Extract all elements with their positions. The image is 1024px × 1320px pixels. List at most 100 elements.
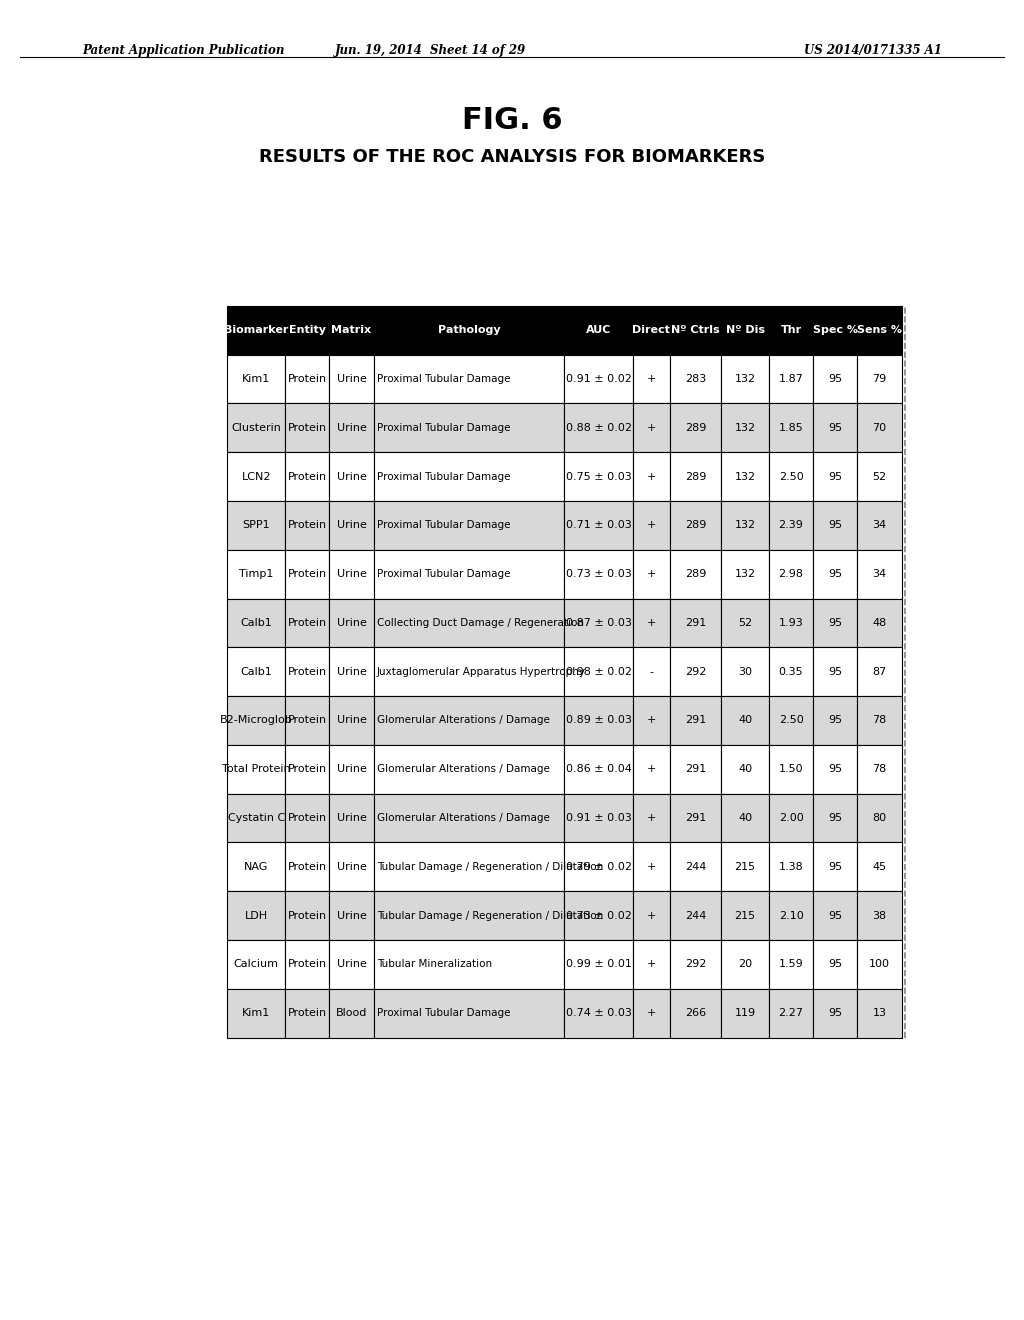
- Text: Timp1: Timp1: [239, 569, 273, 579]
- Bar: [285, 598, 330, 647]
- Text: 95: 95: [828, 471, 843, 482]
- Text: 1.50: 1.50: [778, 764, 804, 775]
- Bar: [564, 355, 633, 404]
- Bar: [721, 549, 769, 598]
- Bar: [330, 549, 374, 598]
- Text: +: +: [647, 813, 656, 824]
- Point: [899, 1030, 911, 1045]
- Text: Sens %: Sens %: [857, 325, 902, 335]
- Text: NAG: NAG: [244, 862, 268, 871]
- Bar: [813, 453, 857, 500]
- Bar: [227, 696, 285, 744]
- Text: 0.91 ± 0.03: 0.91 ± 0.03: [565, 813, 632, 824]
- Bar: [670, 306, 721, 355]
- Bar: [330, 940, 374, 989]
- Text: 30: 30: [738, 667, 752, 677]
- Bar: [374, 453, 564, 500]
- Bar: [769, 793, 813, 842]
- Text: Glomerular Alterations / Damage: Glomerular Alterations / Damage: [377, 715, 550, 726]
- Bar: [633, 842, 670, 891]
- Bar: [813, 891, 857, 940]
- Text: Tubular Damage / Regeneration / Dilatation: Tubular Damage / Regeneration / Dilatati…: [377, 862, 603, 871]
- Bar: [670, 744, 721, 793]
- Text: 1.38: 1.38: [778, 862, 804, 871]
- Text: +: +: [647, 422, 656, 433]
- Text: 87: 87: [872, 667, 887, 677]
- Bar: [721, 647, 769, 696]
- Text: 0.71 ± 0.03: 0.71 ± 0.03: [565, 520, 632, 531]
- Bar: [564, 453, 633, 500]
- Bar: [857, 500, 902, 549]
- Text: 1.93: 1.93: [778, 618, 804, 628]
- Bar: [330, 355, 374, 404]
- Bar: [330, 989, 374, 1038]
- Text: 48: 48: [872, 618, 887, 628]
- Bar: [769, 744, 813, 793]
- Text: +: +: [647, 374, 656, 384]
- Text: Protein: Protein: [288, 667, 327, 677]
- Text: Jun. 19, 2014  Sheet 14 of 29: Jun. 19, 2014 Sheet 14 of 29: [335, 44, 525, 57]
- Bar: [857, 306, 902, 355]
- Text: 2.27: 2.27: [778, 1008, 804, 1018]
- Bar: [721, 500, 769, 549]
- Text: Total Protein: Total Protein: [222, 764, 291, 775]
- Text: 0.73 ± 0.03: 0.73 ± 0.03: [565, 569, 632, 579]
- Bar: [564, 696, 633, 744]
- Bar: [813, 598, 857, 647]
- Text: Glomerular Alterations / Damage: Glomerular Alterations / Damage: [377, 813, 550, 824]
- Bar: [813, 940, 857, 989]
- Bar: [670, 404, 721, 453]
- Text: 0.86 ± 0.04: 0.86 ± 0.04: [565, 764, 632, 775]
- Bar: [330, 744, 374, 793]
- Text: 2.39: 2.39: [778, 520, 804, 531]
- Text: Thr: Thr: [780, 325, 802, 335]
- Text: +: +: [647, 471, 656, 482]
- Bar: [564, 989, 633, 1038]
- Bar: [227, 355, 285, 404]
- Text: +: +: [647, 618, 656, 628]
- Bar: [670, 453, 721, 500]
- Bar: [227, 404, 285, 453]
- Bar: [374, 989, 564, 1038]
- Bar: [670, 696, 721, 744]
- Text: +: +: [647, 911, 656, 920]
- Bar: [769, 404, 813, 453]
- Text: Protein: Protein: [288, 862, 327, 871]
- Bar: [769, 696, 813, 744]
- Text: 0.74 ± 0.03: 0.74 ± 0.03: [565, 1008, 632, 1018]
- Bar: [285, 940, 330, 989]
- Bar: [227, 793, 285, 842]
- Bar: [227, 500, 285, 549]
- Bar: [330, 598, 374, 647]
- Bar: [633, 306, 670, 355]
- Text: Nº Dis: Nº Dis: [726, 325, 765, 335]
- Text: Biomarker: Biomarker: [224, 325, 289, 335]
- Text: 0.79 ± 0.02: 0.79 ± 0.02: [565, 862, 632, 871]
- Bar: [564, 647, 633, 696]
- Bar: [857, 891, 902, 940]
- Bar: [227, 306, 285, 355]
- Bar: [721, 989, 769, 1038]
- Text: Urine: Urine: [337, 960, 367, 969]
- Bar: [374, 793, 564, 842]
- Bar: [285, 793, 330, 842]
- Text: 38: 38: [872, 911, 887, 920]
- Text: Entity: Entity: [289, 325, 326, 335]
- Bar: [633, 940, 670, 989]
- Text: 119: 119: [734, 1008, 756, 1018]
- Bar: [285, 453, 330, 500]
- Bar: [670, 842, 721, 891]
- Bar: [374, 355, 564, 404]
- Bar: [564, 891, 633, 940]
- Bar: [721, 598, 769, 647]
- Text: +: +: [647, 520, 656, 531]
- Bar: [670, 940, 721, 989]
- Text: 2.00: 2.00: [778, 813, 804, 824]
- Bar: [857, 647, 902, 696]
- Bar: [670, 647, 721, 696]
- Bar: [769, 989, 813, 1038]
- Text: 1.59: 1.59: [778, 960, 804, 969]
- Text: 289: 289: [685, 471, 707, 482]
- Text: LCN2: LCN2: [242, 471, 271, 482]
- Bar: [813, 549, 857, 598]
